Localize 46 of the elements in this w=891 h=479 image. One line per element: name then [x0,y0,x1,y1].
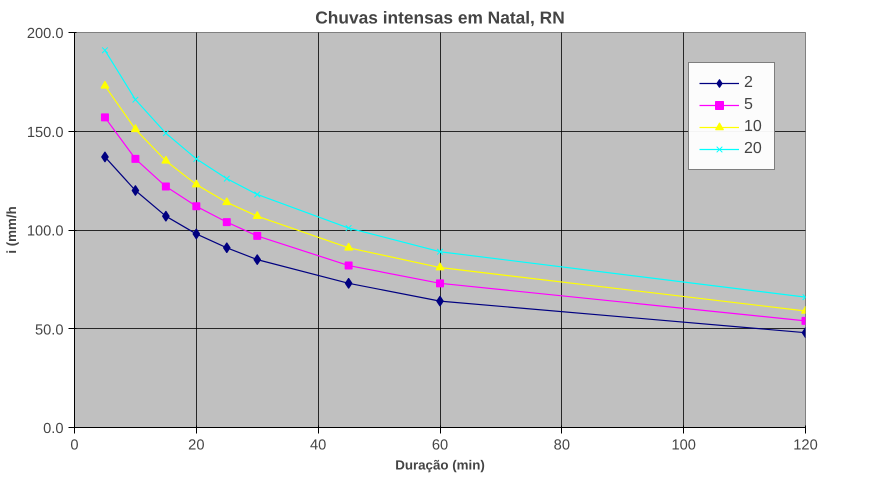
legend-label: 5 [744,96,754,114]
x-tick-label: 20 [188,438,204,454]
point [345,224,352,232]
y-tick-label: 150.0 [26,124,64,141]
y-tick-label: 0.0 [43,421,64,437]
point [223,175,230,182]
point [222,242,231,254]
point [132,96,139,103]
point [192,202,200,210]
y-tick-label: 200.0 [26,26,64,42]
point [222,197,232,206]
x-tick-label: 100 [671,438,696,454]
point [436,279,444,288]
point [131,154,140,163]
y-tick-label: 50.0 [34,322,64,338]
point [100,80,110,89]
legend-label: 20 [744,140,763,158]
point [254,191,261,198]
legend-label: 2 [744,74,754,92]
x-tick-label: 0 [70,438,79,454]
x-tick-label: 60 [432,438,448,454]
y-tick-label: 100.0 [26,224,64,240]
chart-title: Chuvas intensas em Natal, RN [315,8,565,28]
point [161,156,170,164]
point [192,179,201,188]
point [222,218,231,226]
point [162,182,170,191]
point [132,185,140,196]
x-tick-label: 80 [554,438,570,454]
point [100,113,109,122]
point [130,124,140,132]
point [162,130,170,137]
point [253,232,262,240]
point [252,211,262,219]
x-axis-title: Duração (min) [395,458,485,472]
point [436,262,444,270]
point [193,156,200,162]
point [344,242,354,251]
legend-label: 10 [744,118,763,136]
x-tick-label: 40 [310,438,326,454]
point [102,46,108,54]
point [344,262,353,270]
x-tick-label: 120 [793,438,818,454]
y-axis-title: i (mm/h [4,206,19,254]
point [253,254,262,266]
point [436,248,444,256]
